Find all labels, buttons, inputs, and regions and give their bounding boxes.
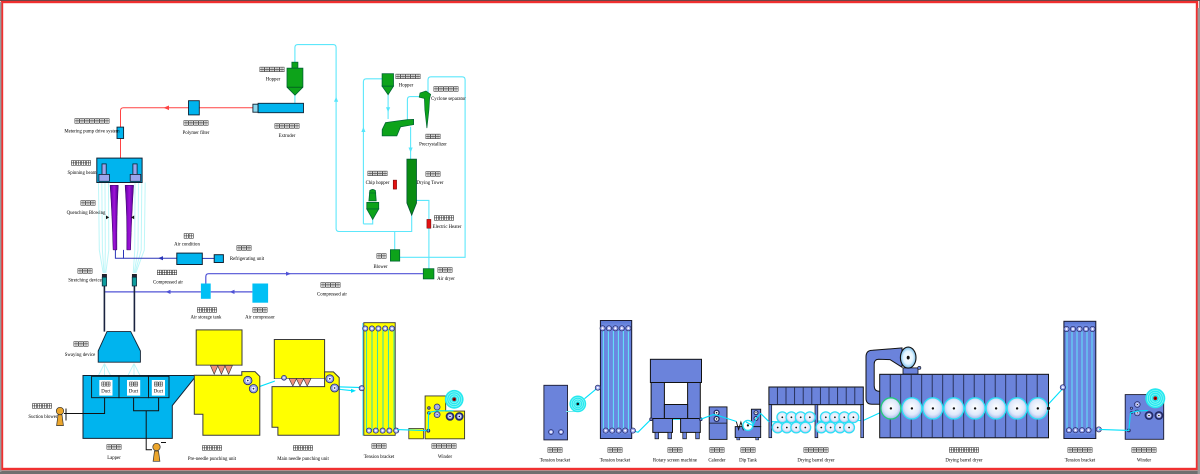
svg-text:Tension bracket: Tension bracket <box>600 459 631 464</box>
svg-text:Quenching Blowing: Quenching Blowing <box>67 211 106 216</box>
svg-text:Winder: Winder <box>438 455 453 460</box>
svg-text:Stretching device: Stretching device <box>68 279 101 284</box>
svg-text:Hopper: Hopper <box>399 84 414 89</box>
svg-text:Chip hopper: Chip hopper <box>366 181 390 186</box>
svg-text:Air dryer: Air dryer <box>437 277 455 282</box>
svg-text:Tension bracket: Tension bracket <box>364 455 395 460</box>
svg-text:Cyclone separator: Cyclone separator <box>431 97 466 102</box>
svg-text:Polymer filter: Polymer filter <box>183 131 210 136</box>
svg-text:Lapper: Lapper <box>107 456 121 461</box>
svg-text:Precrystallizer: Precrystallizer <box>419 143 447 148</box>
svg-text:Spinning beam: Spinning beam <box>68 171 97 176</box>
svg-text:Blower: Blower <box>373 265 388 270</box>
svg-text:Refrigerating unit: Refrigerating unit <box>230 257 265 262</box>
svg-text:Air storage tank: Air storage tank <box>191 316 223 321</box>
svg-text:Drying barrel dryer: Drying barrel dryer <box>945 459 983 464</box>
svg-text:Metering pump drive system: Metering pump drive system <box>64 130 120 135</box>
svg-text:Compressed air: Compressed air <box>317 293 347 298</box>
svg-text:Air condition: Air condition <box>174 243 200 248</box>
svg-text:Hopper: Hopper <box>266 78 281 83</box>
svg-text:Calender: Calender <box>708 459 726 464</box>
svg-text:Swaying device: Swaying device <box>65 353 96 358</box>
svg-text:Suction blower: Suction blower <box>28 415 58 420</box>
svg-text:Duct: Duct <box>154 390 164 395</box>
svg-text:Winder: Winder <box>1137 459 1152 464</box>
svg-text:Air compressor: Air compressor <box>245 316 275 321</box>
svg-text:Duct: Duct <box>101 390 111 395</box>
svg-text:Extruder: Extruder <box>279 134 296 139</box>
svg-text:Drying Tower: Drying Tower <box>417 181 444 186</box>
svg-text:Dip Tank: Dip Tank <box>739 459 757 464</box>
svg-text:Rotary screen machine: Rotary screen machine <box>653 459 697 464</box>
svg-text:Tension bracket: Tension bracket <box>1065 459 1096 464</box>
svg-text:Duct: Duct <box>129 390 139 395</box>
svg-text:Electric Heater: Electric Heater <box>433 225 462 230</box>
svg-text:Pre-needle punching unit: Pre-needle punching unit <box>188 457 237 462</box>
svg-text:Tension bracket: Tension bracket <box>540 459 571 464</box>
svg-text:Main needle punching unit: Main needle punching unit <box>277 457 329 462</box>
svg-text:Compressed air: Compressed air <box>153 281 183 286</box>
svg-text:Drying barrel dryer: Drying barrel dryer <box>797 459 835 464</box>
